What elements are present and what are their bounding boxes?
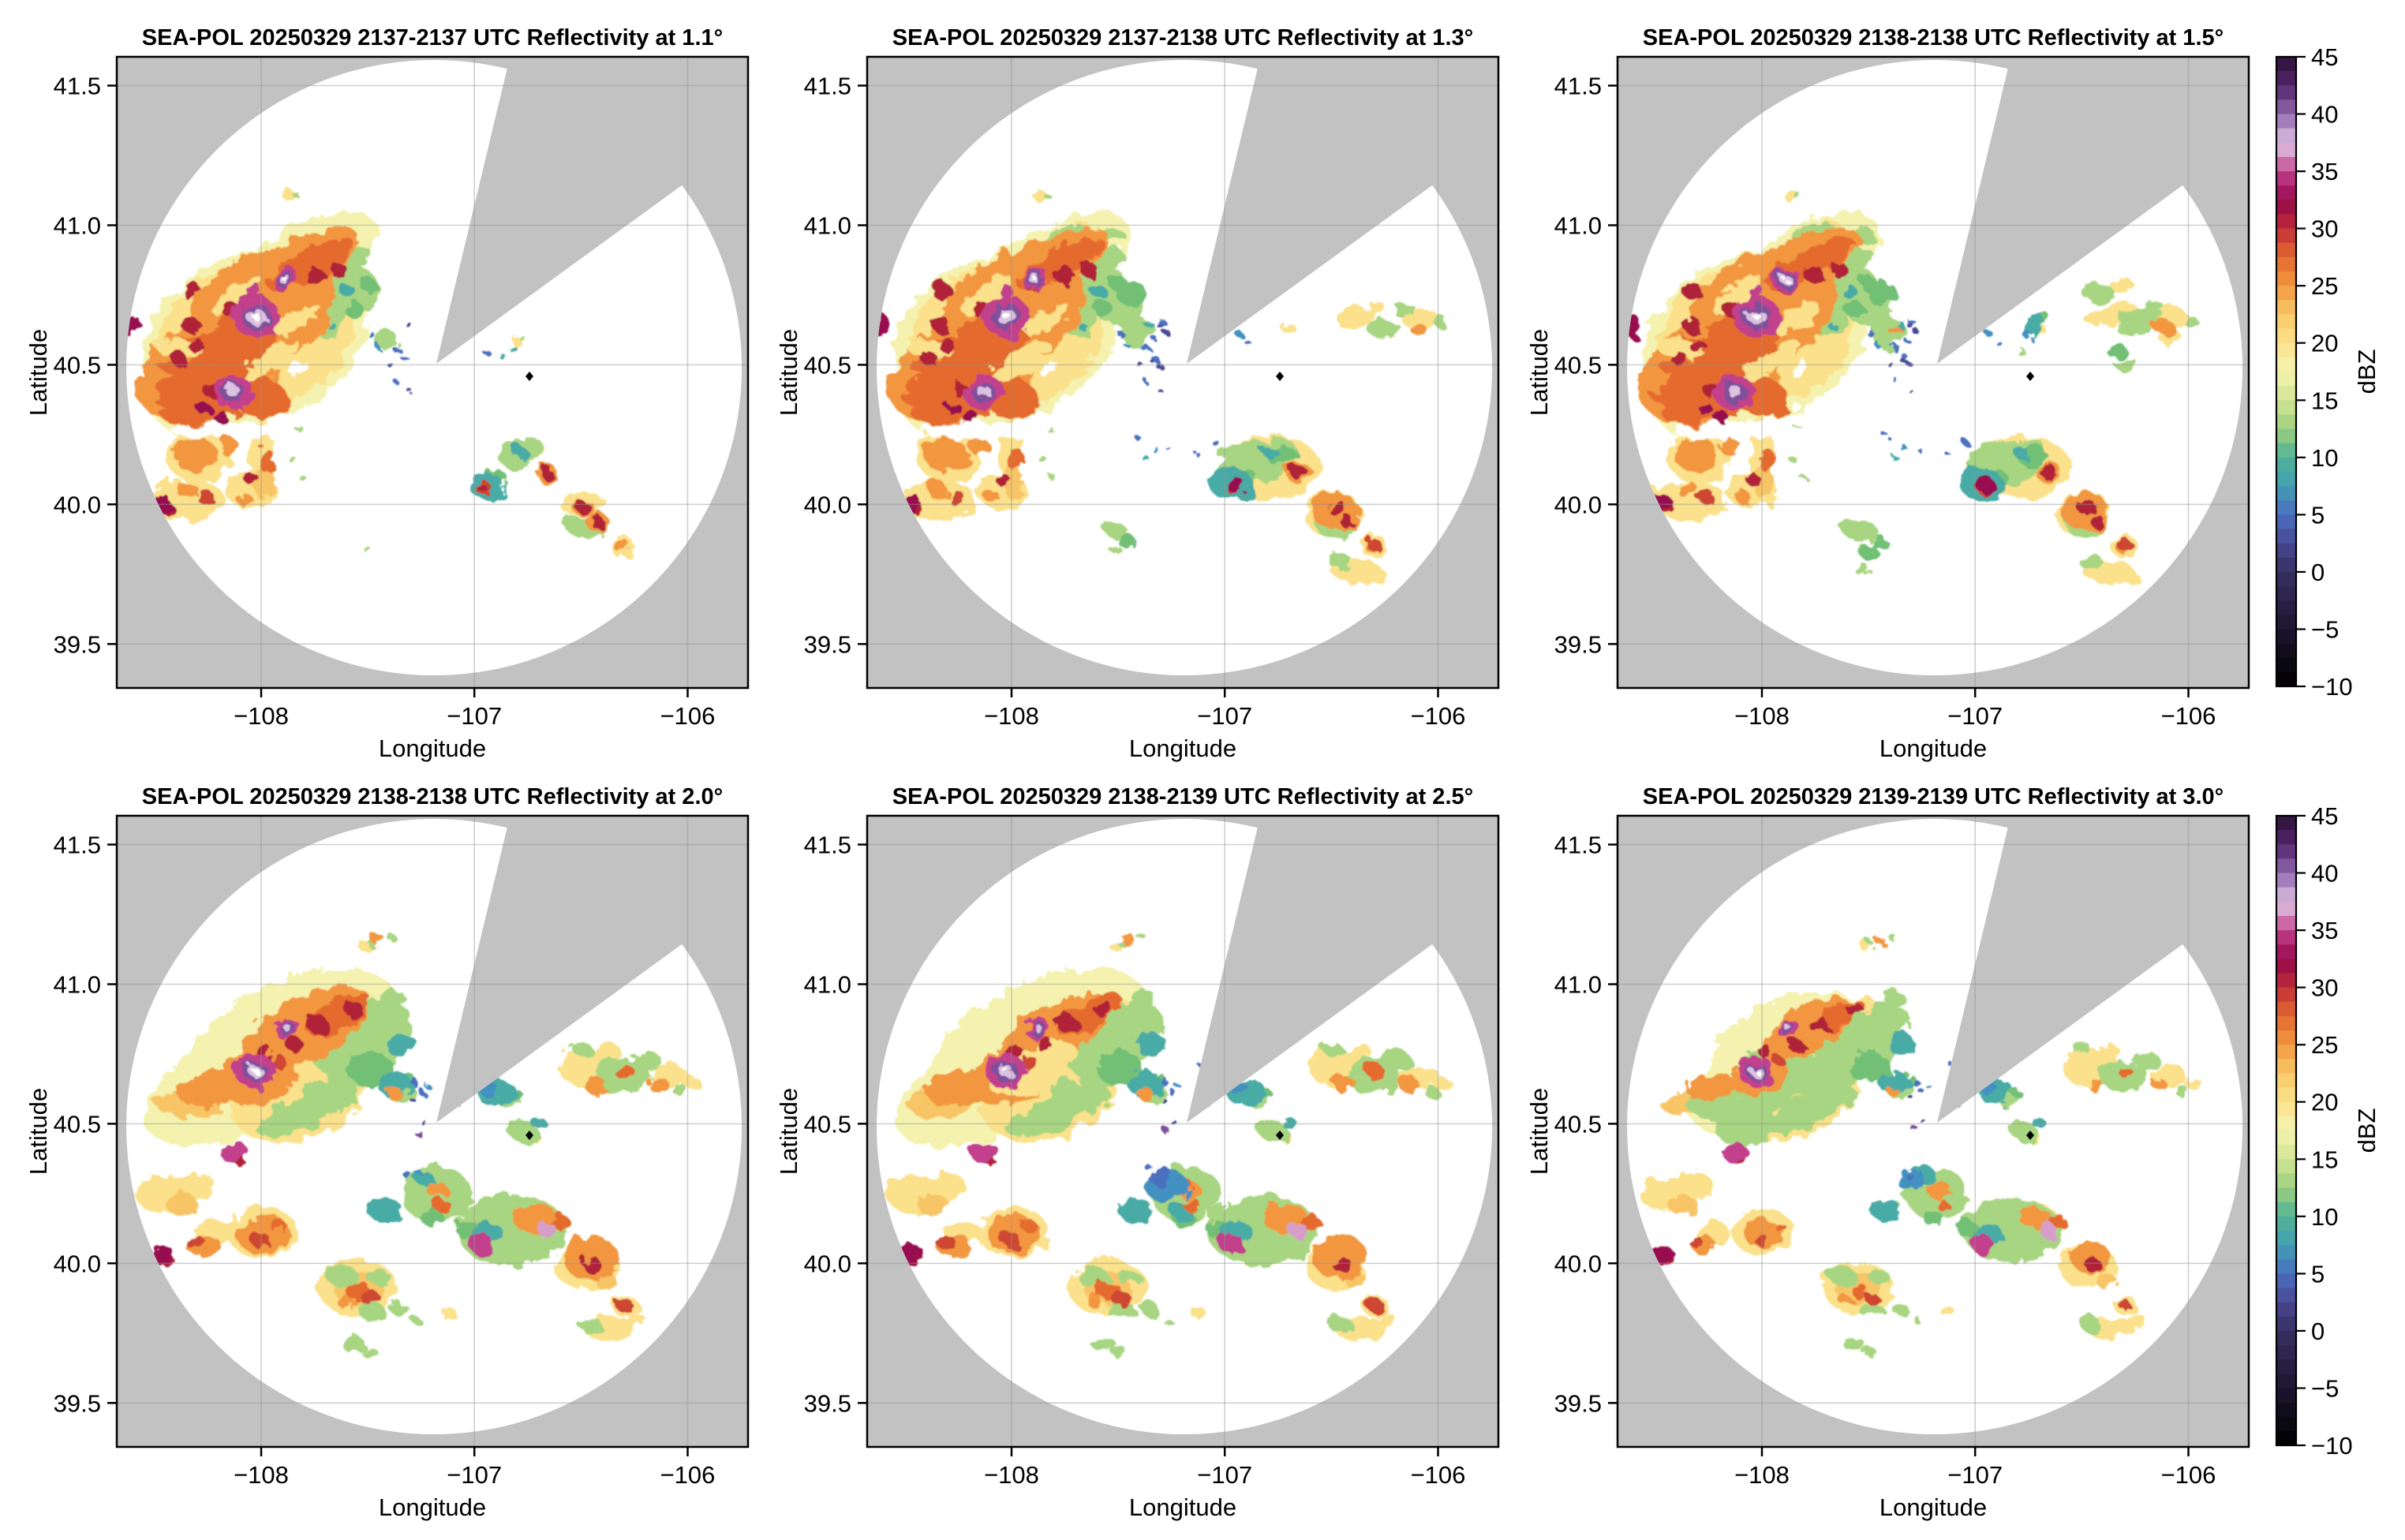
svg-text:20: 20 — [2311, 1089, 2338, 1116]
svg-text:Longitude: Longitude — [379, 1493, 486, 1521]
svg-text:SEA-POL 20250329 2138-2138 UTC: SEA-POL 20250329 2138-2138 UTC Reflectiv… — [142, 784, 723, 809]
svg-text:41.5: 41.5 — [1554, 73, 1602, 100]
svg-text:35: 35 — [2311, 158, 2338, 185]
svg-text:SEA-POL 20250329 2137-2137 UTC: SEA-POL 20250329 2137-2137 UTC Reflectiv… — [142, 25, 723, 50]
svg-text:40.5: 40.5 — [804, 1110, 851, 1138]
svg-text:−107: −107 — [1197, 702, 1252, 730]
svg-text:−107: −107 — [447, 702, 502, 730]
svg-text:40.5: 40.5 — [54, 1110, 101, 1138]
svg-text:Longitude: Longitude — [1879, 734, 1987, 762]
svg-text:40: 40 — [2311, 101, 2338, 129]
svg-text:dBZ: dBZ — [2353, 1108, 2381, 1153]
svg-text:39.5: 39.5 — [804, 630, 851, 658]
svg-text:−106: −106 — [2161, 702, 2216, 730]
svg-text:40: 40 — [2311, 860, 2338, 888]
svg-text:41.0: 41.0 — [804, 971, 851, 999]
svg-text:Latitude: Latitude — [1525, 329, 1553, 416]
svg-text:Latitude: Latitude — [1525, 1088, 1553, 1175]
svg-text:41.5: 41.5 — [54, 832, 101, 859]
svg-text:Longitude: Longitude — [1879, 1493, 1987, 1521]
svg-text:−5: −5 — [2311, 616, 2339, 644]
svg-text:dBZ: dBZ — [2353, 349, 2381, 394]
svg-text:41.5: 41.5 — [804, 832, 851, 859]
svg-text:40.0: 40.0 — [1554, 1250, 1602, 1277]
svg-text:39.5: 39.5 — [1554, 1389, 1602, 1417]
svg-text:5: 5 — [2311, 501, 2325, 529]
svg-text:25: 25 — [2311, 272, 2338, 300]
svg-text:41.0: 41.0 — [54, 212, 101, 240]
svg-text:−107: −107 — [1947, 702, 2003, 730]
svg-text:−108: −108 — [234, 702, 289, 730]
svg-text:40.5: 40.5 — [1554, 351, 1602, 379]
svg-text:−108: −108 — [1734, 1461, 1790, 1489]
svg-text:−5: −5 — [2311, 1375, 2339, 1403]
svg-text:−106: −106 — [660, 1461, 716, 1489]
svg-text:−107: −107 — [1197, 1461, 1252, 1489]
svg-text:30: 30 — [2311, 215, 2338, 243]
svg-text:41.0: 41.0 — [1554, 971, 1602, 999]
svg-text:39.5: 39.5 — [54, 1389, 101, 1417]
svg-text:Latitude: Latitude — [24, 1088, 52, 1175]
svg-text:40.0: 40.0 — [804, 1250, 851, 1277]
svg-text:Latitude: Latitude — [24, 329, 52, 416]
svg-text:SEA-POL 20250329 2139-2139 UTC: SEA-POL 20250329 2139-2139 UTC Reflectiv… — [1643, 784, 2224, 809]
svg-text:−10: −10 — [2311, 1432, 2353, 1460]
svg-text:−108: −108 — [234, 1461, 289, 1489]
svg-text:41.0: 41.0 — [804, 212, 851, 240]
svg-text:−107: −107 — [1947, 1461, 2003, 1489]
svg-text:−108: −108 — [984, 1461, 1039, 1489]
svg-text:41.0: 41.0 — [1554, 212, 1602, 240]
svg-text:SEA-POL 20250329 2137-2138 UTC: SEA-POL 20250329 2137-2138 UTC Reflectiv… — [892, 25, 1473, 50]
svg-text:45: 45 — [2311, 43, 2338, 71]
svg-text:10: 10 — [2311, 444, 2338, 472]
svg-text:15: 15 — [2311, 1146, 2338, 1173]
svg-text:−108: −108 — [984, 702, 1039, 730]
svg-text:39.5: 39.5 — [804, 1389, 851, 1417]
svg-text:40.5: 40.5 — [54, 351, 101, 379]
svg-text:39.5: 39.5 — [54, 630, 101, 658]
svg-text:Latitude: Latitude — [775, 329, 802, 416]
svg-text:15: 15 — [2311, 387, 2338, 414]
svg-text:SEA-POL 20250329 2138-2139 UTC: SEA-POL 20250329 2138-2139 UTC Reflectiv… — [892, 784, 1473, 809]
svg-text:−107: −107 — [447, 1461, 502, 1489]
svg-text:SEA-POL 20250329 2138-2138 UTC: SEA-POL 20250329 2138-2138 UTC Reflectiv… — [1643, 25, 2224, 50]
svg-text:40.5: 40.5 — [804, 351, 851, 379]
svg-text:35: 35 — [2311, 917, 2338, 944]
svg-text:−106: −106 — [2161, 1461, 2216, 1489]
svg-text:0: 0 — [2311, 1318, 2325, 1345]
svg-text:−10: −10 — [2311, 673, 2353, 701]
svg-text:40.5: 40.5 — [1554, 1110, 1602, 1138]
svg-text:45: 45 — [2311, 802, 2338, 830]
svg-text:Longitude: Longitude — [1129, 734, 1236, 762]
svg-text:40.0: 40.0 — [804, 491, 851, 518]
svg-text:−108: −108 — [1734, 702, 1790, 730]
svg-text:−106: −106 — [660, 702, 716, 730]
svg-text:10: 10 — [2311, 1203, 2338, 1231]
svg-text:41.5: 41.5 — [804, 73, 851, 100]
svg-text:Longitude: Longitude — [1129, 1493, 1236, 1521]
svg-text:40.0: 40.0 — [54, 491, 101, 518]
svg-text:−106: −106 — [1411, 1461, 1466, 1489]
svg-text:40.0: 40.0 — [54, 1250, 101, 1277]
svg-text:40.0: 40.0 — [1554, 491, 1602, 518]
svg-text:41.5: 41.5 — [54, 73, 101, 100]
svg-text:Longitude: Longitude — [379, 734, 486, 762]
svg-text:20: 20 — [2311, 330, 2338, 357]
svg-text:−106: −106 — [1411, 702, 1466, 730]
svg-text:Latitude: Latitude — [775, 1088, 802, 1175]
svg-text:41.0: 41.0 — [54, 971, 101, 999]
svg-text:41.5: 41.5 — [1554, 832, 1602, 859]
svg-text:30: 30 — [2311, 974, 2338, 1002]
svg-text:25: 25 — [2311, 1031, 2338, 1059]
svg-text:0: 0 — [2311, 559, 2325, 586]
svg-text:5: 5 — [2311, 1260, 2325, 1288]
svg-text:39.5: 39.5 — [1554, 630, 1602, 658]
